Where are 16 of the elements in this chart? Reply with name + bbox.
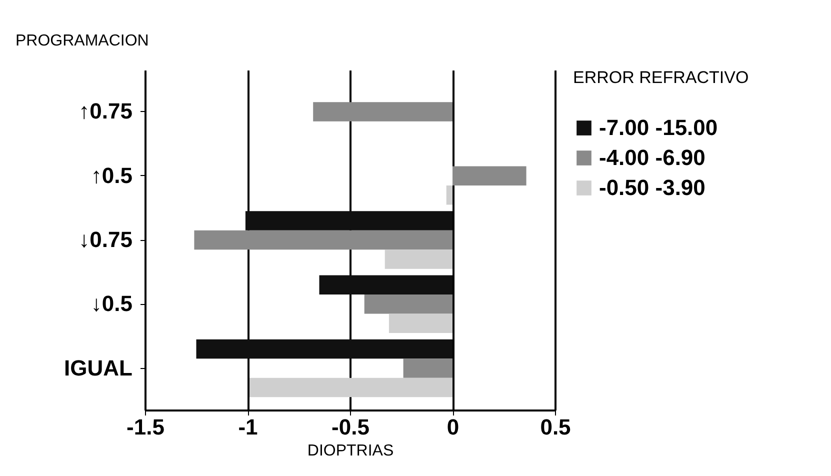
y-tick-label: ↓0.75 [78,227,132,252]
legend-title: ERROR REFRACTIVO [573,68,749,87]
legend-label: -4.00 -6.90 [599,145,706,170]
x-tick-label: -1.5 [126,414,164,440]
x-axis-title: DIOPTRIAS [307,442,394,460]
legend-label: -7.00 -15.00 [599,115,718,140]
y-axis-title: PROGRAMACION [16,32,149,50]
x-tick-label: -0.5 [332,414,370,440]
legend-label: -0.50 -3.90 [599,175,706,200]
x-tick-label: 0.5 [540,414,571,440]
x-tick-label: -1 [238,414,258,440]
y-tick-label: IGUAL [64,355,132,380]
y-tick-label: ↑0.5 [90,162,132,188]
y-tick-label: ↓0.5 [90,291,132,316]
y-tick-label: ↑0.75 [78,98,132,124]
x-tick-label: 0 [446,414,460,440]
